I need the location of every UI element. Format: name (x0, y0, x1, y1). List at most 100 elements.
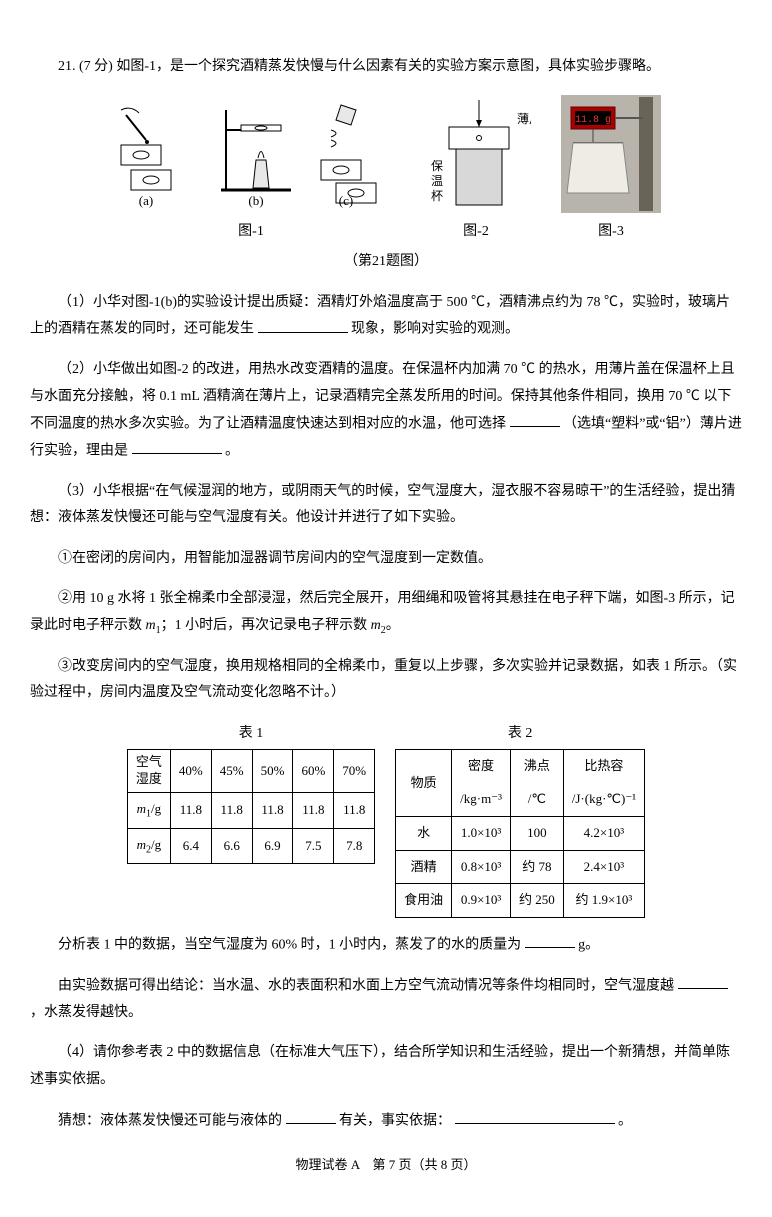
t1-r1h: m1/g (127, 793, 170, 829)
s2m1: m (146, 618, 156, 633)
qlead: 如图-1，是一个探究酒精蒸发快慢与什么因素有关的实验方案示意图，具体实验步骤略。 (116, 59, 660, 74)
t2h3: 比热容 (563, 750, 644, 783)
fig2-label: 图-2 (421, 219, 531, 246)
t2-r2: 食用油 0.9×10³ 约 250 约 1.9×10³ (396, 884, 645, 918)
t1r1c2: 11.8 (211, 793, 252, 829)
blank-4[interactable] (525, 932, 575, 948)
blank-5[interactable] (678, 973, 728, 989)
analysis1: 分析表 1 中的数据，当空气湿度为 60% 时，1 小时内，蒸发了的水的质量为 … (30, 932, 742, 959)
label-b: (b) (248, 193, 263, 208)
qpoints: (7 分) (79, 59, 113, 74)
t1r2c3: 6.9 (252, 828, 293, 864)
a2a: 由实验数据可得出结论：当水温、水的表面积和水面上方空气流动情况等条件均相同时，空… (58, 978, 674, 993)
t2r1c1: 0.8×10³ (452, 850, 511, 884)
sheet-label: 薄片 (517, 111, 531, 126)
fig3-label: 图-3 (561, 219, 661, 246)
fig1-cell: (a) (b) (c) (111, 95, 391, 246)
fig1-label: 图-1 (111, 219, 391, 246)
t1-r2: m2/g 6.4 6.6 6.9 7.5 7.8 (127, 828, 374, 864)
blank-7[interactable] (455, 1108, 615, 1124)
t1r1c3: 11.8 (252, 793, 293, 829)
m1u: /g (151, 801, 161, 816)
t2-head: 物质 密度 沸点 比热容 (396, 750, 645, 783)
t2-cap: 表 2 (395, 721, 645, 748)
t2r0c3: 4.2×10³ (563, 816, 644, 850)
para3: （3）小华根据“在气候湿润的地方，或阴雨天气的时候，空气湿度大，湿衣服不容易晾干… (30, 479, 742, 532)
t1r1c1: 11.8 (170, 793, 211, 829)
fig3-svg: 11.8 g (561, 95, 661, 215)
cup-label-3: 杯 (431, 189, 443, 203)
scale-display: 11.8 g (575, 115, 611, 126)
s2b: ；1 小时后，再次记录电子秤示数 (161, 618, 371, 633)
p1b: 现象，影响对实验的观测。 (351, 322, 519, 337)
t2r2c1: 0.9×10³ (452, 884, 511, 918)
qnum: 21. (58, 59, 76, 74)
t1-r0: 空气湿度 40% 45% 50% 60% 70% (127, 750, 374, 793)
t2h2: 沸点 (510, 750, 563, 783)
t1r2c5: 7.8 (334, 828, 375, 864)
a2b: ，水蒸发得越快。 (30, 1005, 142, 1020)
step3: ③改变房间内的空气湿度，换用规格相同的全棉柔巾，重复以上步骤，多次实验并记录数据… (30, 654, 742, 707)
t1r1c4: 11.8 (293, 793, 334, 829)
t2r1c2: 约 78 (510, 850, 563, 884)
t1-r2h: m2/g (127, 828, 170, 864)
m1: m (137, 801, 146, 816)
t2u3: /J·(kg·℃)⁻¹ (563, 783, 644, 816)
guess: 猜想：液体蒸发快慢还可能与液体的 有关，事实依据： 。 (30, 1108, 742, 1135)
fig3-cell: 11.8 g 图-3 (561, 95, 661, 246)
t1-c1: 40% (170, 750, 211, 793)
t1-c3: 50% (252, 750, 293, 793)
g1a: 猜想：液体蒸发快慢还可能与液体的 (58, 1113, 282, 1128)
s2c: 。 (386, 618, 400, 633)
t1r2c2: 6.6 (211, 828, 252, 864)
para2: （2）小华做出如图-2 的改进，用热水改变酒精的温度。在保温杯内加满 70 ℃ … (30, 357, 742, 464)
table1-wrap: 表 1 空气湿度 40% 45% 50% 60% 70% m1/g 11.8 1… (127, 721, 375, 865)
blank-2[interactable] (510, 411, 560, 427)
step2: ②用 10 g 水将 1 张全棉柔巾全部浸湿，然后完全展开，用细绳和吸管将其悬挂… (30, 586, 742, 639)
t2r1c3: 2.4×10³ (563, 850, 644, 884)
t2r0c2: 100 (510, 816, 563, 850)
t2r2c2: 约 250 (510, 884, 563, 918)
blank-6[interactable] (286, 1108, 336, 1124)
t2-r0: 水 1.0×10³ 100 4.2×10³ (396, 816, 645, 850)
cup-label-2: 温 (431, 174, 443, 188)
table1: 空气湿度 40% 45% 50% 60% 70% m1/g 11.8 11.8 … (127, 749, 375, 864)
p2c: 。 (225, 443, 239, 458)
t2h1: 密度 (452, 750, 511, 783)
page-footer: 物理试卷 A 第 7 页（共 8 页） (30, 1153, 742, 1178)
t1r2c1: 6.4 (170, 828, 211, 864)
t1-c4: 60% (293, 750, 334, 793)
t2-r1: 酒精 0.8×10³ 约 78 2.4×10³ (396, 850, 645, 884)
g1c: 。 (618, 1113, 632, 1128)
fig2-svg: 薄片 保 温 杯 (421, 95, 531, 215)
question-lead: 21. (7 分) 如图-1，是一个探究酒精蒸发快慢与什么因素有关的实验方案示意… (30, 54, 742, 81)
t1-h0: 空气湿度 (127, 750, 170, 793)
t1-cap: 表 1 (127, 721, 375, 748)
analysis2: 由实验数据可得出结论：当水温、水的表面积和水面上方空气流动情况等条件均相同时，空… (30, 973, 742, 1027)
g1b: 有关，事实依据： (339, 1113, 451, 1128)
figure-row: (a) (b) (c) (30, 95, 742, 246)
t2u2: /℃ (510, 783, 563, 816)
blank-3[interactable] (132, 438, 222, 454)
step1: ①在密闭的房间内，用智能加湿器调节房间内的空气湿度到一定数值。 (30, 546, 742, 573)
m2: m (137, 837, 146, 852)
label-a: (a) (139, 193, 153, 208)
t1r2c4: 7.5 (293, 828, 334, 864)
t2r0c1: 1.0×10³ (452, 816, 511, 850)
blank-1[interactable] (258, 316, 348, 332)
t1-c5: 70% (334, 750, 375, 793)
fig1-svg: (a) (b) (c) (111, 95, 391, 215)
t2h0: 物质 (396, 750, 452, 816)
a1b: g。 (578, 937, 599, 952)
fig2-cell: 薄片 保 温 杯 图-2 (421, 95, 531, 246)
figrow-title: （第21题图） (30, 249, 742, 276)
tables-row: 表 1 空气湿度 40% 45% 50% 60% 70% m1/g 11.8 1… (30, 721, 742, 918)
t2r1c0: 酒精 (396, 850, 452, 884)
para4: （4）请你参考表 2 中的数据信息（在标准大气压下），结合所学知识和生活经验，提… (30, 1040, 742, 1093)
t2r2c3: 约 1.9×10³ (563, 884, 644, 918)
t1r1c5: 11.8 (334, 793, 375, 829)
label-c: (c) (339, 193, 353, 208)
table2-wrap: 表 2 物质 密度 沸点 比热容 /kg·m⁻³ /℃ /J·(kg·℃)⁻¹ … (395, 721, 645, 918)
m2u: /g (151, 837, 161, 852)
cup-label-1: 保 (431, 159, 443, 173)
